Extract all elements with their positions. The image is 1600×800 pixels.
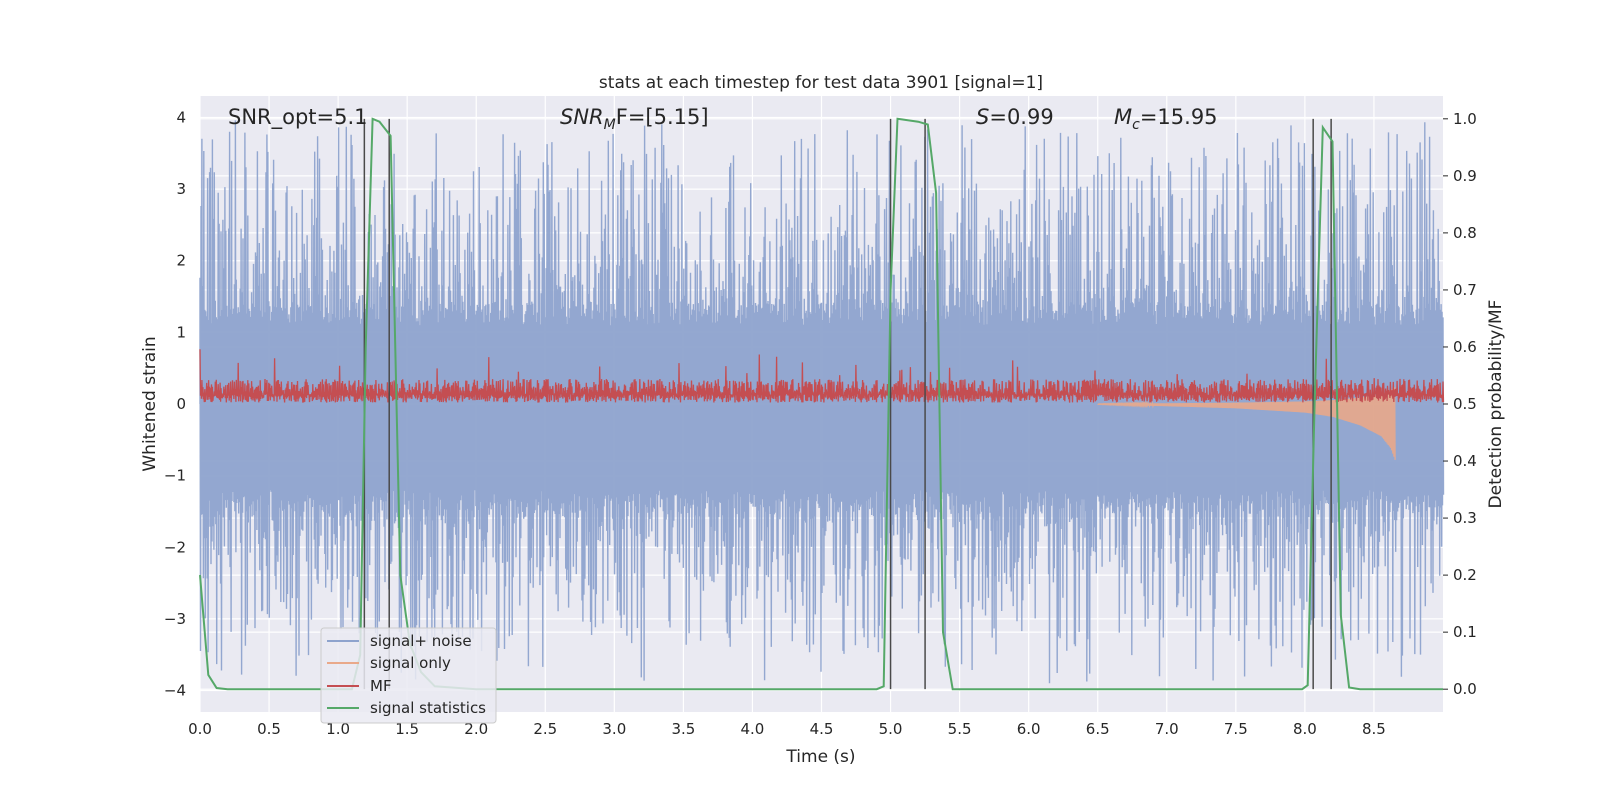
x-tick-label-10: 5.0 xyxy=(879,720,903,738)
mf-trace xyxy=(199,349,1445,403)
x-tick-label-14: 7.0 xyxy=(1155,720,1179,738)
legend-label-signal-noise: signal+ noise xyxy=(370,632,472,650)
y-axis-ticks: 4 3 2 1 0 −1 −2 −3 −4 xyxy=(164,108,186,699)
x-tick-label-4: 2.0 xyxy=(464,720,488,738)
x-tick-label-5: 2.5 xyxy=(533,720,557,738)
y2-tick-label-4: 0.6 xyxy=(1453,338,1477,356)
x-tick-label-0: 0.0 xyxy=(188,720,212,738)
annotation-snr-mf: SNRMF=[5.15] xyxy=(560,105,709,133)
legend-label-signal-statistics: signal statistics xyxy=(370,699,486,717)
x-tick-label-8: 4.0 xyxy=(741,720,765,738)
signal-statistics-line xyxy=(199,117,1443,691)
y-tick-label-6: −2 xyxy=(164,538,186,556)
x-axis-ticks: 0.0 0.5 1.0 1.5 2.0 2.5 3.0 3.5 4.0 4.5 5.0 5.5 6.0 6… xyxy=(188,720,1386,738)
annotation-snr-opt: SNR_opt=5.1 xyxy=(228,105,368,130)
annotation-mc: Mc=15.95 xyxy=(1114,105,1218,133)
series-mf xyxy=(199,349,1445,403)
y-tick-label-1: 3 xyxy=(176,180,186,198)
y2-axis-label: Detection probability/MF xyxy=(1486,300,1506,509)
x-tick-label-3: 1.5 xyxy=(395,720,419,738)
annotation-mc-rest: =15.95 xyxy=(1140,105,1218,129)
annotation-mc-sub: c xyxy=(1132,117,1140,133)
y2-tick-label-8: 0.2 xyxy=(1453,566,1477,584)
legend: signal+ noise signal only MF signal stat… xyxy=(320,627,497,724)
annotation-s: S=0.99 xyxy=(976,105,1054,129)
y-tick-label-2: 2 xyxy=(176,252,186,270)
legend-label-signal-only: signal only xyxy=(370,654,451,672)
y2-axis-ticks: 1.0 0.9 0.8 0.7 0.6 0.5 0.4 0.3 0.2 0.1 0.0 xyxy=(1443,110,1477,698)
y-axis-label: Whitened strain xyxy=(140,336,160,471)
series-signal-statistics xyxy=(199,117,1443,691)
y2-tick-label-0: 1.0 xyxy=(1453,110,1477,128)
y-tick-label-8: −4 xyxy=(164,682,186,700)
series-signal-only xyxy=(1097,387,1396,460)
x-tick-label-7: 3.5 xyxy=(671,720,695,738)
annotation-mc-main: M xyxy=(1114,105,1132,129)
y2-tick-label-5: 0.5 xyxy=(1453,395,1477,413)
y2-tick-label-1: 0.9 xyxy=(1453,167,1477,185)
annotation-s-main: S xyxy=(976,105,989,129)
series-signal-noise xyxy=(199,120,1445,684)
annotation-snr-mf-main: SNR xyxy=(560,105,604,129)
x-tick-label-16: 8.0 xyxy=(1293,720,1317,738)
x-tick-label-6: 3.0 xyxy=(602,720,626,738)
legend-label-mf: MF xyxy=(370,677,392,695)
x-axis-label: Time (s) xyxy=(785,747,855,767)
signal-only-trace xyxy=(1097,387,1396,460)
y-tick-label-3: 1 xyxy=(176,323,186,341)
y-tick-label-0: 4 xyxy=(176,108,186,126)
x-tick-label-2: 1.0 xyxy=(326,720,350,738)
signal-noise-trace xyxy=(199,120,1445,684)
annotation-snr-mf-sub: M xyxy=(604,117,616,133)
y2-tick-label-3: 0.7 xyxy=(1453,281,1477,299)
x-tick-label-15: 7.5 xyxy=(1224,720,1248,738)
y2-tick-label-6: 0.4 xyxy=(1453,452,1477,470)
legend-box xyxy=(320,627,497,724)
y2-tick-label-9: 0.1 xyxy=(1453,623,1477,641)
x-tick-label-9: 4.5 xyxy=(810,720,834,738)
y-tick-label-7: −3 xyxy=(164,610,186,628)
y-tick-label-4: 0 xyxy=(176,395,186,413)
y2-tick-label-10: 0.0 xyxy=(1453,680,1477,698)
y2-tick-label-2: 0.8 xyxy=(1453,224,1477,242)
x-tick-label-1: 0.5 xyxy=(257,720,281,738)
chart-title: stats at each timestep for test data 390… xyxy=(599,73,1043,93)
annotation-s-rest: =0.99 xyxy=(989,105,1053,129)
y2-tick-label-7: 0.3 xyxy=(1453,509,1477,527)
x-tick-label-13: 6.5 xyxy=(1086,720,1110,738)
x-tick-label-12: 6.0 xyxy=(1017,720,1041,738)
x-tick-label-11: 5.5 xyxy=(948,720,972,738)
y-tick-label-5: −1 xyxy=(164,467,186,485)
x-tick-label-17: 8.5 xyxy=(1362,720,1386,738)
annotation-snr-mf-rest: F=[5.15] xyxy=(616,105,709,129)
